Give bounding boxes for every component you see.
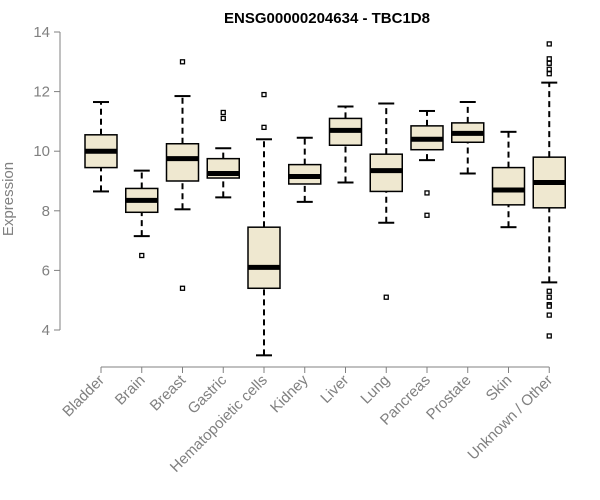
outlier-point [220,115,226,122]
outlier-point [424,212,430,218]
y-tick-label: 4 [42,322,50,339]
outlier-point [261,91,267,98]
y-tick-label: 10 [33,143,50,160]
box-group [328,105,363,184]
x-tick-label: Prostate [423,372,475,424]
outlier-point [220,109,226,116]
box-group [206,109,240,199]
box-group [125,169,159,259]
y-axis-label: Expression [0,162,17,236]
outlier-point [546,66,552,72]
y-tick-label: 14 [33,24,50,41]
outlier-point [546,303,552,309]
outlier-point [546,41,552,47]
x-tick-label: Lung [357,372,393,408]
box-iqr [491,166,526,206]
y-axis: 4 6 8 10 12 14 [33,24,61,339]
box-group [247,91,281,357]
box-iqr [165,143,200,182]
x-tick-label: Breast [147,371,190,414]
box-group [491,130,526,229]
y-tick-label: 8 [42,203,50,220]
outlier-point [546,288,552,294]
box-iqr [247,226,281,290]
box-group [410,109,444,218]
x-tick-label: Liver [317,372,352,407]
box-group [369,102,403,300]
x-tick-label: Brain [112,372,149,409]
x-tick-label: Kidney [267,371,312,416]
y-tick-label: 6 [42,262,50,279]
box-group [84,101,118,193]
outlier-point [546,294,552,300]
box-group [288,136,322,203]
outlier-point [546,312,552,318]
outlier-point [383,294,389,300]
outlier-point [546,71,552,77]
box-group [451,101,485,175]
outlier-point [179,285,186,291]
outlier-point [179,59,186,65]
y-tick-label: 12 [33,84,50,101]
outlier-point [424,190,430,196]
x-tick-label: Skin [483,372,516,405]
outlier-point [546,60,552,66]
x-tick-label: Bladder [59,372,108,421]
box-group [165,59,200,291]
chart-title: ENSG00000204634 - TBC1D8 [224,10,430,27]
boxes [84,41,566,357]
outlier-point [546,333,552,339]
outlier-point [261,124,267,131]
outlier-point [139,252,145,259]
outlier-point [546,56,552,62]
box-group [532,41,566,339]
